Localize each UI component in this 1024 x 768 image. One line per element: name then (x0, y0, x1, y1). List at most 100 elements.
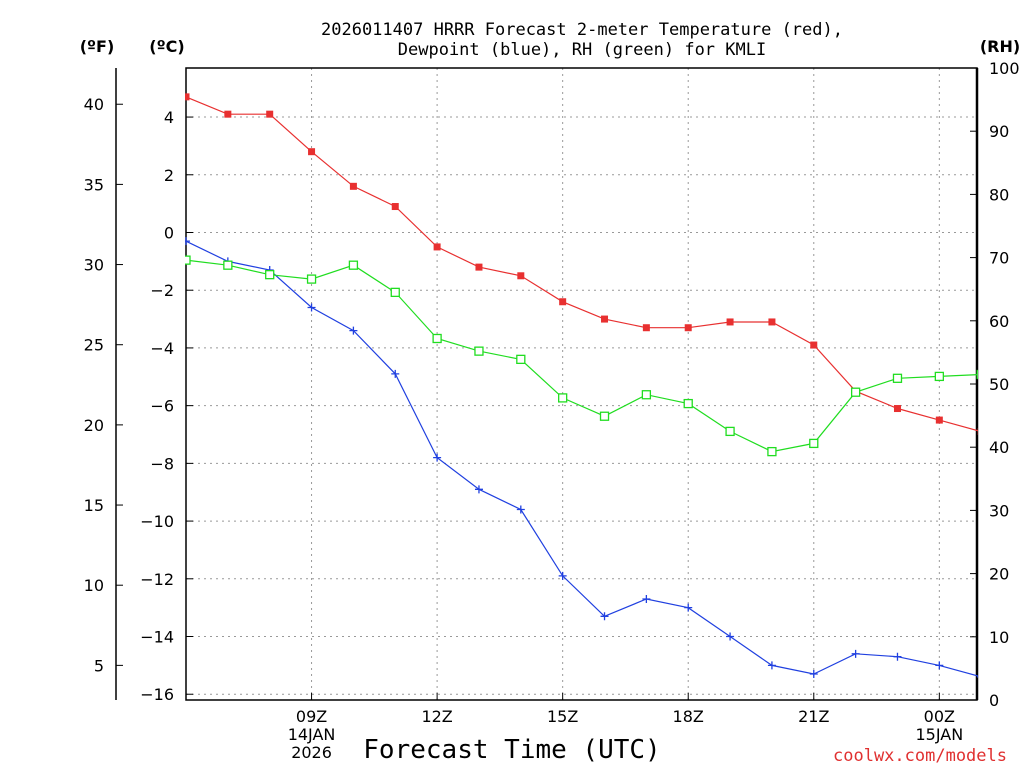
rh-point (223, 260, 233, 270)
dewpoint-point (433, 453, 442, 462)
series-dewpoint (185, 237, 978, 679)
chart-title-line-1: 2026011407 HRRR Forecast 2-meter Tempera… (321, 20, 843, 40)
fahrenheit-tick-label: 20 (84, 416, 104, 435)
dewpoint-point (185, 237, 190, 246)
dewpoint-point (307, 303, 316, 312)
rh-tick-label: 0 (989, 691, 999, 710)
rh-tick-label: 10 (989, 628, 1009, 647)
fahrenheit-unit-label: (ºF) (80, 37, 115, 56)
celsius-tick-label: −8 (150, 454, 174, 473)
dewpoint-point (558, 571, 567, 580)
celsius-tick-label: 2 (164, 166, 174, 185)
temperature-point (642, 324, 650, 332)
x-axis-label: Forecast Time (UTC) (363, 735, 660, 765)
temperature-point (391, 203, 399, 211)
x-tick-label: 21Z (798, 707, 829, 726)
series-layer (185, 93, 978, 679)
dewpoint-point (767, 661, 776, 670)
x-tick-label: 15JAN (915, 725, 963, 744)
rh-point (516, 354, 526, 365)
temperature-point (475, 263, 483, 271)
dewpoint-point (391, 369, 400, 378)
rh-point (767, 446, 777, 457)
rh-point (934, 371, 944, 382)
fahrenheit-tick-label: 35 (84, 175, 104, 194)
x-tick-label: 00Z (924, 707, 955, 726)
dewpoint-point (684, 603, 693, 612)
dewpoint-point (516, 505, 525, 514)
rh-point (892, 373, 903, 383)
x-tick-label: 15Z (547, 707, 578, 726)
series-line (185, 240, 978, 677)
chart-title-line-2: Dewpoint (blue), RH (green) for KMLI (398, 40, 766, 60)
rh-point (306, 274, 317, 284)
rh-tick-label: 70 (989, 249, 1009, 268)
temperature-point (893, 405, 901, 413)
x-tick-label: 14JAN (288, 725, 336, 744)
temperature-point (726, 318, 734, 326)
temperature-point (768, 318, 776, 326)
celsius-tick-label: −4 (150, 339, 174, 358)
celsius-tick-label: 4 (164, 108, 174, 127)
temperature-point (308, 148, 316, 156)
axes: 420−2−4−6−8−10−12−14−1640353025201510510… (84, 59, 1020, 762)
temperature-point (224, 110, 232, 118)
rh-point (599, 411, 610, 421)
dewpoint-point (642, 594, 651, 603)
celsius-tick-label: −6 (150, 397, 174, 416)
fahrenheit-tick-label: 10 (84, 576, 104, 595)
celsius-tick-label: −12 (140, 570, 174, 589)
temperature-point (977, 428, 978, 436)
rh-tick-label: 60 (989, 312, 1009, 331)
series-line (185, 259, 978, 453)
x-tick-label: 2026 (291, 743, 332, 762)
dewpoint-point (809, 670, 818, 679)
rh-point (390, 287, 400, 298)
x-tick-label: 12Z (421, 707, 452, 726)
celsius-tick-label: −16 (140, 685, 174, 704)
dewpoint-point (935, 661, 944, 670)
dewpoint-point (977, 676, 978, 678)
rh-point (348, 260, 359, 270)
temperature-point (935, 416, 943, 424)
temperature-point (810, 341, 818, 349)
rh-point (976, 369, 978, 380)
rh-point (850, 387, 861, 397)
rh-tick-label: 30 (989, 501, 1009, 520)
celsius-tick-label: 0 (164, 223, 174, 242)
rh-tick-label: 20 (989, 565, 1009, 584)
dewpoint-point (893, 652, 902, 661)
x-tick-label: 09Z (296, 707, 327, 726)
celsius-unit-label: (ºC) (149, 37, 184, 56)
rh-tick-label: 50 (989, 375, 1009, 394)
rh-unit-label: (RH) (980, 37, 1020, 56)
fahrenheit-tick-label: 40 (84, 95, 104, 114)
celsius-tick-label: −2 (150, 281, 174, 300)
x-tick-label: 18Z (673, 707, 704, 726)
rh-point (474, 346, 484, 356)
series-line (185, 96, 978, 432)
fahrenheit-tick-label: 30 (84, 256, 104, 275)
celsius-tick-label: −14 (140, 628, 174, 647)
temperature-point (684, 324, 692, 332)
rh-point (725, 426, 735, 437)
celsius-tick-label: −10 (140, 512, 174, 531)
rh-tick-label: 80 (989, 185, 1009, 204)
plot-frame (185, 67, 978, 701)
rh-point (641, 390, 652, 400)
rh-tick-label: 100 (989, 59, 1020, 78)
rh-tick-label: 90 (989, 122, 1009, 141)
rh-point (265, 270, 275, 280)
temperature-point (185, 93, 190, 101)
dewpoint-point (726, 632, 735, 641)
dewpoint-point (851, 649, 860, 658)
rh-point (683, 398, 693, 409)
dewpoint-point (600, 612, 609, 621)
series-2-meter-temperature (185, 93, 978, 436)
dewpoint-point (349, 326, 358, 335)
fahrenheit-tick-label: 5 (94, 656, 104, 675)
credit-text: coolwx.com/models (833, 746, 1007, 766)
temperature-point (266, 110, 274, 118)
chart-title: 2026011407 HRRR Forecast 2-meter Tempera… (321, 20, 843, 60)
